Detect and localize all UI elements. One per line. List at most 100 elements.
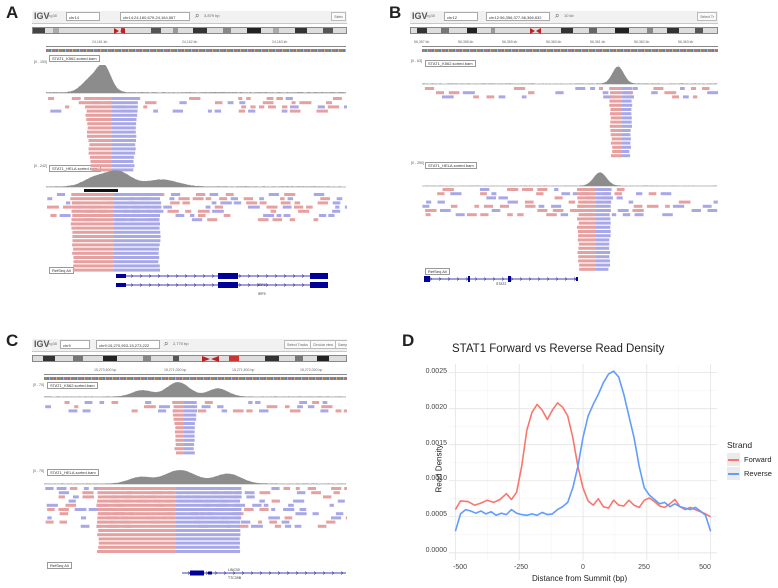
locus-input[interactable]: chr14:24,160,679-24,164,567 xyxy=(120,12,190,21)
read xyxy=(577,196,596,200)
strand-arrow-icon xyxy=(331,571,335,575)
read xyxy=(609,103,622,107)
track-name: STAT1_HELA.sorted.bam xyxy=(47,469,99,476)
read xyxy=(112,109,138,113)
strand-arrow-icon xyxy=(322,571,326,575)
read xyxy=(214,205,223,209)
locus-input[interactable]: chr12:56,356,377-56,366,632 xyxy=(486,12,550,21)
read xyxy=(176,533,241,537)
chromosome-select[interactable]: chr9 xyxy=(60,340,90,349)
coverage-track xyxy=(46,170,346,187)
strand-arrow-icon xyxy=(238,283,242,287)
read xyxy=(246,97,251,100)
read xyxy=(327,105,340,109)
read xyxy=(184,409,198,413)
read xyxy=(237,524,249,528)
read xyxy=(622,95,633,99)
read xyxy=(114,260,159,264)
select-tracks-button[interactable]: Selec xyxy=(331,12,346,21)
read xyxy=(114,243,160,247)
read xyxy=(337,499,345,503)
read xyxy=(596,213,610,217)
read xyxy=(175,426,184,430)
track-range: [0 - 250] xyxy=(411,161,424,165)
read xyxy=(68,499,76,503)
read xyxy=(46,503,58,507)
search-icon[interactable]: ⌕ xyxy=(195,11,200,20)
read xyxy=(97,508,176,511)
strand-arrow-icon xyxy=(157,283,161,287)
strand-arrow-icon xyxy=(139,274,143,278)
read xyxy=(554,188,559,191)
strand-arrow-icon xyxy=(211,283,215,287)
read xyxy=(176,499,241,503)
read xyxy=(58,508,69,511)
read xyxy=(98,541,176,545)
read xyxy=(622,154,631,158)
sequence-track xyxy=(44,377,347,380)
strand-arrow-icon xyxy=(265,283,269,287)
read xyxy=(72,235,114,238)
read xyxy=(246,495,255,499)
read xyxy=(610,133,622,137)
read xyxy=(184,401,197,404)
y-tick-label: 0.0010 xyxy=(425,475,447,482)
read xyxy=(576,225,596,229)
read xyxy=(246,201,258,205)
read xyxy=(329,503,334,507)
read xyxy=(144,405,156,409)
select-tracks-button[interactable]: Select Tr xyxy=(697,12,717,21)
strand-arrow-icon xyxy=(474,277,478,281)
read xyxy=(289,409,301,413)
read xyxy=(85,101,112,105)
read xyxy=(344,487,347,490)
read xyxy=(56,487,67,490)
chromosome-select[interactable]: chr12 xyxy=(444,12,478,21)
read xyxy=(284,193,296,196)
strand-arrow-icon xyxy=(340,571,344,575)
centromere-icon xyxy=(211,356,219,362)
read xyxy=(230,197,238,201)
locus-input[interactable]: chr9:15,270,953-15,273,222 xyxy=(96,340,160,349)
read xyxy=(622,129,631,132)
track-name: STAT1_K562.sorted.bam xyxy=(425,60,476,67)
read xyxy=(184,405,198,409)
read xyxy=(321,405,333,409)
read xyxy=(114,205,162,209)
read xyxy=(437,200,445,204)
read xyxy=(246,409,253,413)
read xyxy=(576,192,596,196)
read xyxy=(590,87,595,90)
read xyxy=(269,520,277,524)
read xyxy=(332,201,341,205)
track-name: STAT1_HELA.sorted.bam xyxy=(425,162,477,169)
strand-arrow-icon xyxy=(564,277,568,281)
search-icon[interactable]: ⌕ xyxy=(555,11,560,20)
read xyxy=(609,124,622,128)
legend-key-forward xyxy=(727,453,740,466)
read xyxy=(283,214,291,217)
exon xyxy=(468,276,470,282)
read xyxy=(175,434,184,438)
read xyxy=(112,130,136,134)
sample-button[interactable]: Sample xyxy=(335,340,347,349)
strand-arrow-icon xyxy=(555,277,559,281)
read xyxy=(578,242,596,246)
read xyxy=(320,409,329,413)
read xyxy=(578,200,596,204)
read xyxy=(114,268,160,272)
read xyxy=(282,205,292,209)
read xyxy=(690,87,697,90)
read xyxy=(73,260,114,264)
read xyxy=(651,91,658,95)
read xyxy=(596,188,612,191)
chromosome-select[interactable]: chr14 xyxy=(66,12,100,21)
read xyxy=(551,204,562,208)
read xyxy=(50,214,57,217)
read xyxy=(58,495,65,499)
read xyxy=(176,495,242,499)
read xyxy=(87,126,112,130)
read xyxy=(622,87,633,90)
search-icon[interactable]: ⌕ xyxy=(164,339,169,348)
read xyxy=(175,443,184,446)
